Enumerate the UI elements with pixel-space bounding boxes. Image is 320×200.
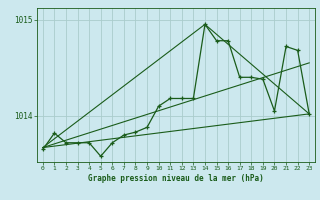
X-axis label: Graphe pression niveau de la mer (hPa): Graphe pression niveau de la mer (hPa) [88, 174, 264, 183]
